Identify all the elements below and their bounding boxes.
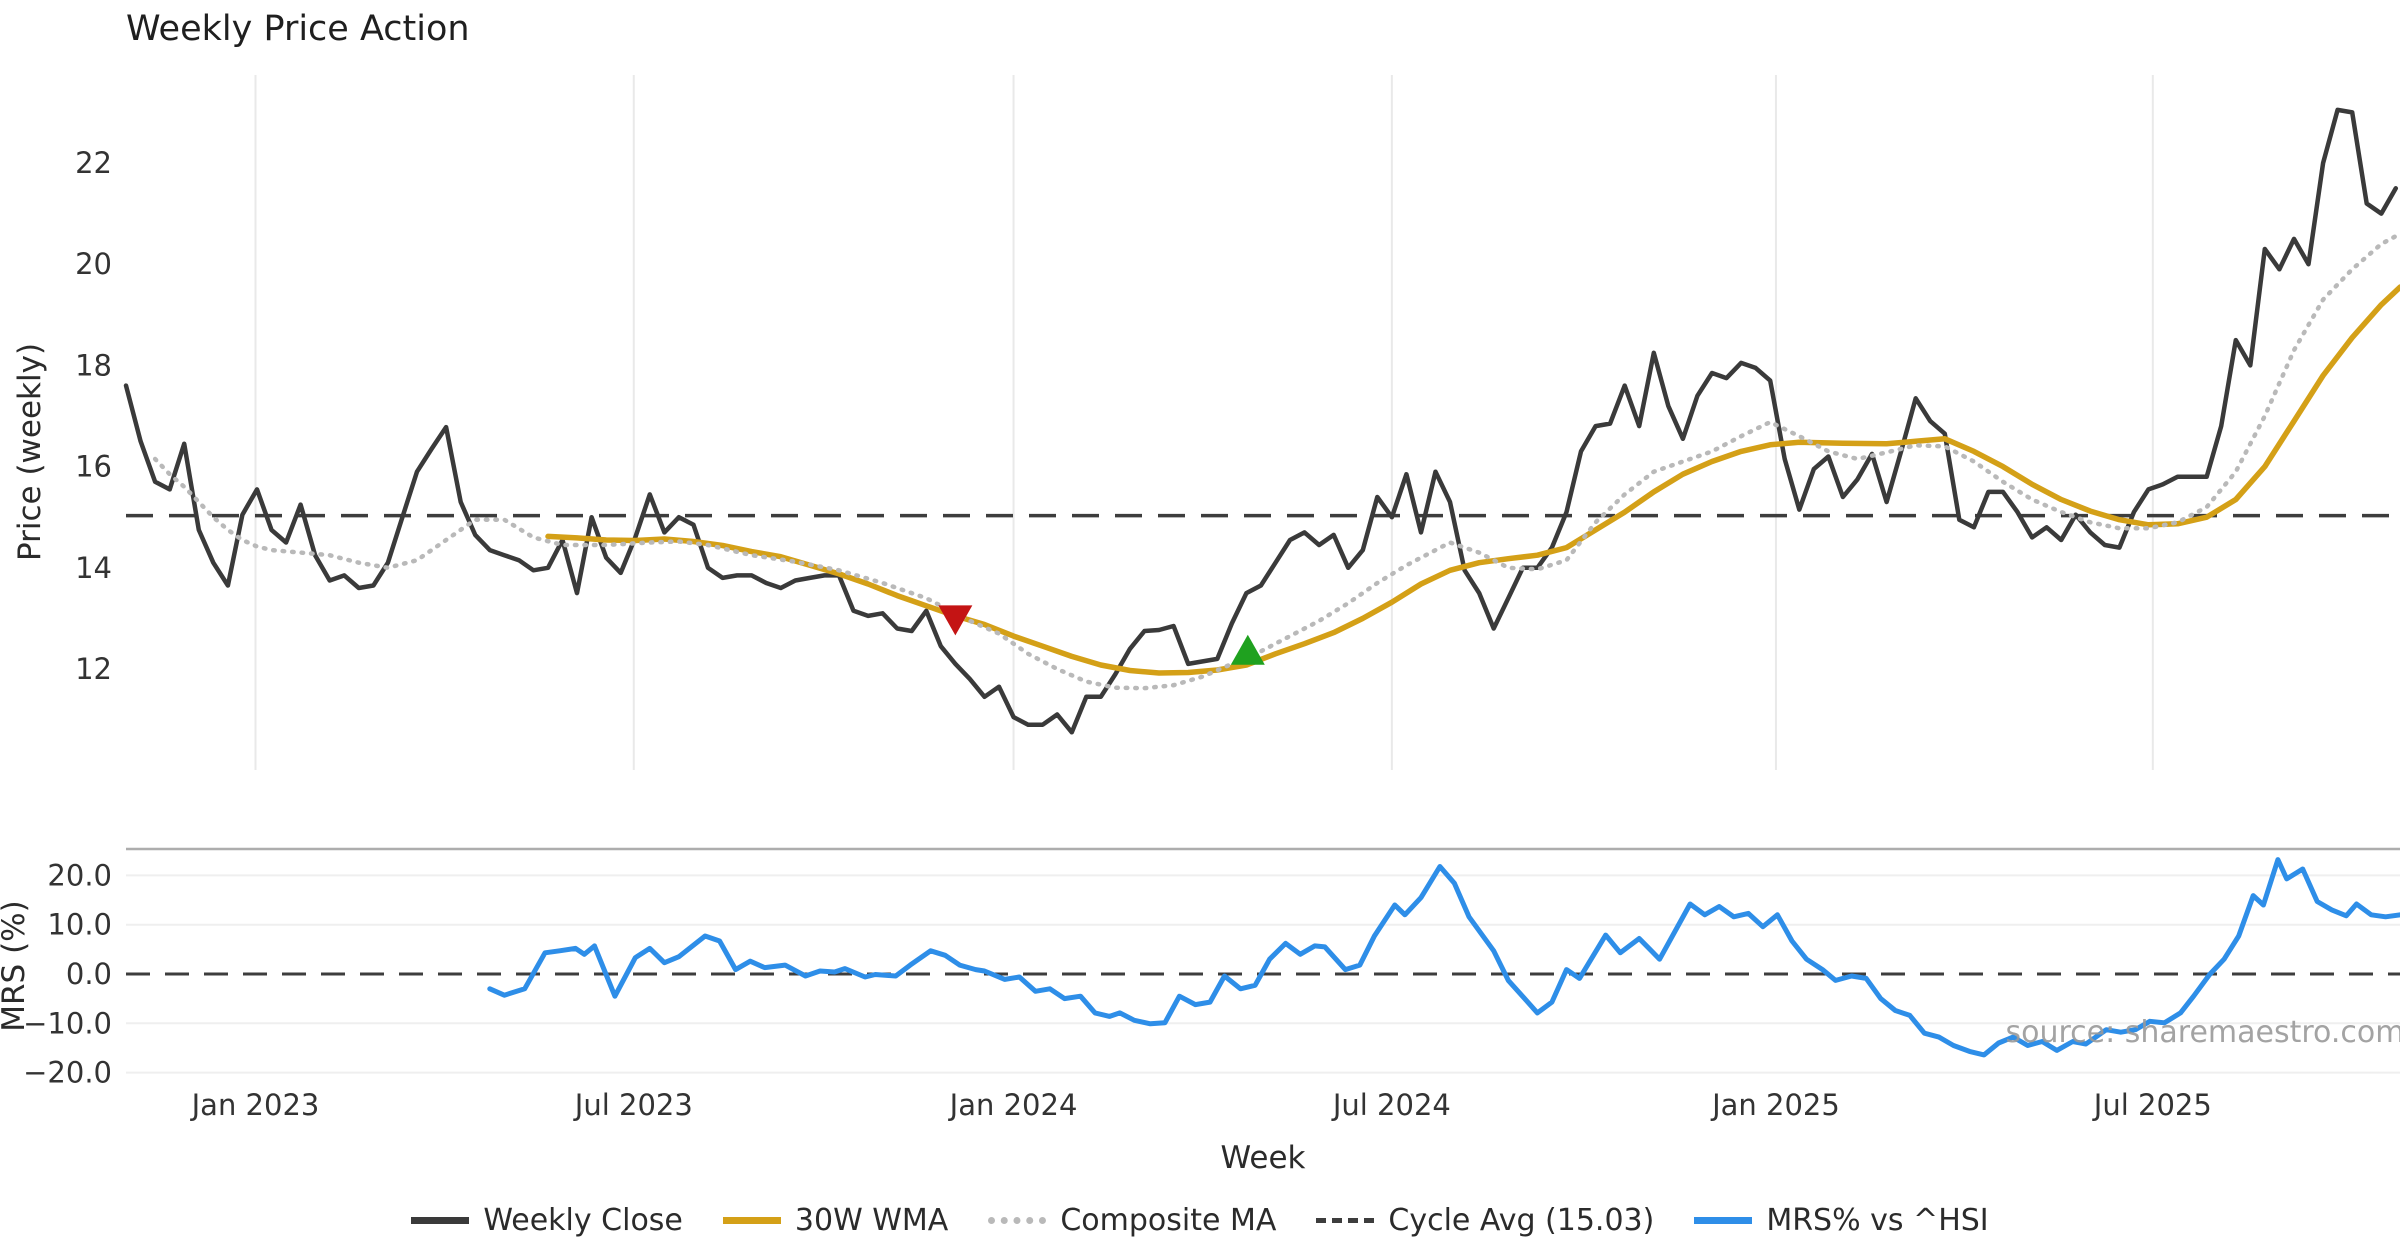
sell-marker-icon (938, 605, 973, 636)
legend-swatch-dotted-icon (988, 1217, 1047, 1224)
legend-item-weekly-close: Weekly Close (411, 1203, 683, 1238)
mrs-tick-label: 0.0 (66, 957, 112, 991)
x-axis-title: Week (1221, 1140, 1306, 1176)
price-tick-label: 14 (75, 551, 112, 585)
legend-label: Weekly Close (483, 1203, 683, 1238)
mrs-hsi-line (487, 857, 2400, 1058)
legend-label: Cycle Avg (15.03) (1388, 1203, 1655, 1238)
signal-markers (938, 605, 1265, 665)
mrs-tick-label: −10.0 (23, 1006, 112, 1040)
gridlines (126, 75, 2400, 1074)
legend-label: 30W WMA (794, 1203, 949, 1238)
chart-legend: Weekly Close 30W WMA Composite MA Cycle Avg… (0, 1203, 2400, 1238)
price-tick-label: 18 (75, 348, 112, 382)
legend-item-mrs-vs-hsi: MRS% vs ^HSI (1694, 1203, 1989, 1238)
wma-30w-line (545, 284, 2400, 676)
mrs-tick-label: −20.0 (23, 1056, 112, 1090)
mrs-tick-label: 10.0 (47, 908, 112, 942)
mrs-axis-title: MRS (%) (0, 900, 32, 1031)
price-axis-title: Price (weekly) (12, 343, 48, 561)
legend-item-30w-wma: 30W WMA (722, 1203, 949, 1238)
x-tick-label: Jan 2023 (190, 1088, 320, 1122)
x-tick-label: Jan 2025 (1710, 1088, 1840, 1122)
price-tick-label: 20 (75, 247, 112, 281)
legend-swatch-solid-icon (411, 1217, 470, 1224)
series-lines (123, 107, 2400, 1058)
legend-item-cycle-avg-15-03-: Cycle Avg (15.03) (1316, 1203, 1654, 1238)
axis-ticks: Jan 2023 Jul 2023 Jan 2024 Jul 2024 Jan 2025… (23, 146, 2212, 1122)
legend-label: MRS% vs ^HSI (1766, 1203, 1989, 1238)
x-tick-label: Jan 2024 (948, 1088, 1078, 1122)
chart-title: Weekly Price Action (126, 9, 470, 49)
source-watermark: source: sharemaestro.com (2006, 1015, 2400, 1050)
composite-ma-line (152, 231, 2400, 691)
buy-marker-icon (1230, 634, 1265, 665)
x-tick-label: Jul 2024 (1331, 1088, 1451, 1122)
legend-item-composite-ma: Composite MA (988, 1203, 1276, 1238)
weekly-close-line (123, 107, 2399, 735)
price-tick-label: 12 (75, 652, 112, 686)
legend-swatch-solid-icon (722, 1217, 781, 1224)
legend-swatch-dashed-icon (1316, 1218, 1375, 1223)
price-tick-label: 16 (75, 450, 112, 484)
legend-swatch-solid-icon (1694, 1217, 1753, 1224)
x-tick-label: Jul 2025 (2092, 1088, 2212, 1122)
mrs-tick-label: 20.0 (47, 858, 112, 892)
legend-label: Composite MA (1060, 1203, 1277, 1238)
price-tick-label: 22 (75, 146, 112, 180)
x-tick-label: Jul 2023 (573, 1088, 693, 1122)
